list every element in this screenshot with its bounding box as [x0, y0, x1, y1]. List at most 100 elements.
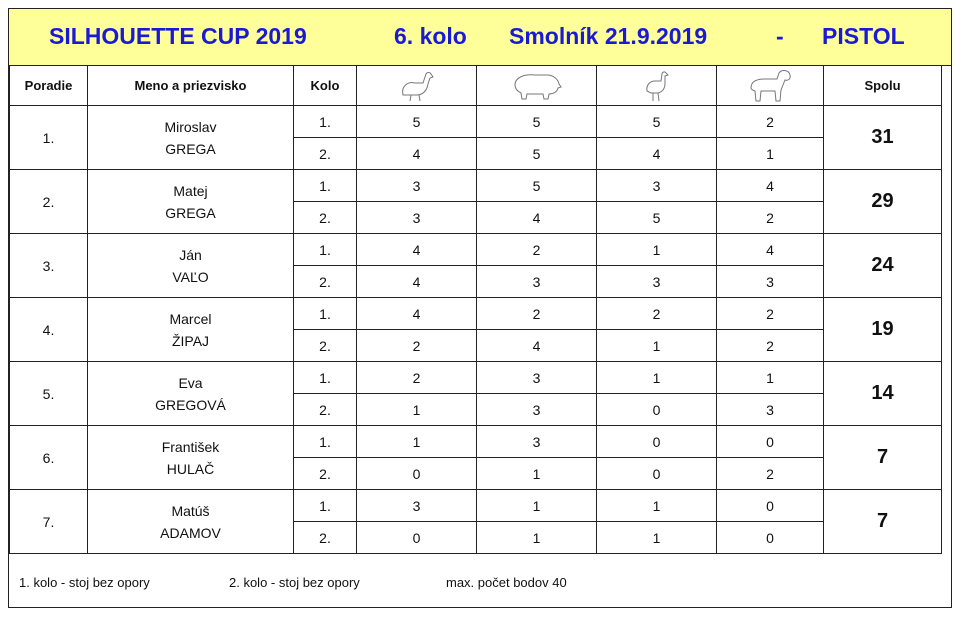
round-label: 1.	[293, 105, 357, 138]
header-row: Poradie Meno a priezvisko Kolo	[9, 65, 942, 106]
score-cell: 1	[716, 361, 824, 394]
col-pig	[476, 65, 597, 106]
score-cell: 1	[596, 233, 717, 266]
table-row: 2. 4 5 4 1	[10, 137, 942, 170]
last-name: GREGA	[165, 204, 216, 221]
table-row: 6. František HULAČ 1. 1 3 0 0 7	[9, 425, 942, 490]
table-row: 2. 0 1 1 0	[10, 521, 942, 554]
score-cell: 4	[476, 329, 597, 362]
score-cell: 1	[716, 137, 824, 170]
score-cell: 2	[716, 329, 824, 362]
score-cell: 2	[476, 297, 597, 330]
round-label: 2.	[293, 521, 357, 554]
score-cell: 1	[356, 393, 477, 426]
footer-notes: 1. kolo - stoj bez opory 2. kolo - stoj …	[9, 557, 951, 607]
competitor-name: František HULAČ	[87, 425, 294, 490]
score-cell: 3	[356, 169, 477, 202]
col-total: Spolu	[823, 65, 942, 106]
score-cell: 0	[716, 425, 824, 458]
first-name: Matej	[173, 182, 208, 199]
score-cell: 2	[716, 297, 824, 330]
competitor-name: Miroslav GREGA	[87, 105, 294, 170]
score-cell: 4	[476, 201, 597, 234]
total-cell: 24	[823, 233, 942, 298]
table-row: 2. 4 3 3 3	[10, 265, 942, 298]
turkey-icon	[645, 70, 669, 101]
last-name: ADAMOV	[160, 524, 221, 541]
score-cell: 1	[596, 521, 717, 554]
score-cell: 4	[356, 297, 477, 330]
rank-cell: 6.	[9, 425, 88, 490]
score-cell: 1	[596, 329, 717, 362]
round-label: 1.	[293, 425, 357, 458]
col-chicken	[356, 65, 477, 106]
round-label: 2.	[293, 137, 357, 170]
score-cell: 4	[596, 137, 717, 170]
last-name: GREGOVÁ	[155, 396, 226, 413]
score-cell: 0	[596, 393, 717, 426]
table-row: 2. 1 3 0 3	[10, 393, 942, 426]
title-banner: SILHOUETTE CUP 2019 6. kolo Smolník 21.9…	[9, 9, 951, 66]
score-cell: 2	[356, 329, 477, 362]
total-cell: 31	[823, 105, 942, 170]
score-cell: 3	[476, 393, 597, 426]
score-cell: 2	[356, 361, 477, 394]
rank-cell: 3.	[9, 233, 88, 298]
results-sheet: SILHOUETTE CUP 2019 6. kolo Smolník 21.9…	[8, 8, 952, 608]
score-cell: 3	[716, 393, 824, 426]
table-row: 2. 2 4 1 2	[10, 329, 942, 362]
last-name: VAĽO	[172, 268, 209, 285]
score-cell: 3	[716, 265, 824, 298]
table-row: 7. Matúš ADAMOV 1. 3 1 1 0 7	[9, 489, 942, 554]
table-row: 1. Miroslav GREGA 1. 5 5 5 2 31	[9, 105, 942, 170]
competitor-name: Eva GREGOVÁ	[87, 361, 294, 426]
rank-cell: 5.	[9, 361, 88, 426]
last-name: GREGA	[165, 140, 216, 157]
score-cell: 3	[356, 201, 477, 234]
score-cell: 3	[356, 489, 477, 522]
score-cell: 3	[596, 265, 717, 298]
footer-note-round2: 2. kolo - stoj bez opory	[229, 575, 360, 590]
col-name: Meno a priezvisko	[87, 65, 294, 106]
total-cell: 14	[823, 361, 942, 426]
ram-icon	[750, 69, 791, 101]
first-name: Miroslav	[164, 118, 217, 135]
table-row: 5. Eva GREGOVÁ 1. 2 3 1 1 14	[9, 361, 942, 426]
first-name: Ján	[179, 246, 202, 263]
score-cell: 3	[476, 425, 597, 458]
score-cell: 0	[716, 489, 824, 522]
rank-cell: 2.	[9, 169, 88, 234]
score-cell: 1	[596, 489, 717, 522]
pig-icon	[513, 73, 562, 99]
score-cell: 5	[476, 169, 597, 202]
footer-note-max: max. počet bodov 40	[446, 575, 567, 590]
score-cell: 0	[596, 457, 717, 490]
rank-cell: 1.	[9, 105, 88, 170]
chicken-icon	[401, 71, 434, 101]
rank-cell: 4.	[9, 297, 88, 362]
competitor-name: Matúš ADAMOV	[87, 489, 294, 554]
total-cell: 7	[823, 425, 942, 490]
score-cell: 1	[476, 489, 597, 522]
round-label: 2.	[293, 265, 357, 298]
round-label: 1.	[293, 233, 357, 266]
table-row: 3. Ján VAĽO 1. 4 2 1 4 24	[9, 233, 942, 298]
score-cell: 0	[596, 425, 717, 458]
score-cell: 5	[596, 105, 717, 138]
col-ram	[716, 65, 824, 106]
score-cell: 4	[716, 169, 824, 202]
total-cell: 29	[823, 169, 942, 234]
rank-cell: 7.	[9, 489, 88, 554]
score-cell: 1	[596, 361, 717, 394]
round-label: 2.	[293, 457, 357, 490]
score-cell: 3	[476, 361, 597, 394]
score-cell: 1	[356, 425, 477, 458]
table-row: 2. Matej GREGA 1. 3 5 3 4 29	[9, 169, 942, 234]
competitor-name: Matej GREGA	[87, 169, 294, 234]
first-name: Matúš	[171, 502, 210, 519]
discipline-title: PISTOL	[822, 23, 905, 49]
score-cell: 2	[476, 233, 597, 266]
results-table: Poradie Meno a priezvisko Kolo	[9, 65, 942, 554]
score-cell: 5	[356, 105, 477, 138]
col-rank: Poradie	[9, 65, 88, 106]
